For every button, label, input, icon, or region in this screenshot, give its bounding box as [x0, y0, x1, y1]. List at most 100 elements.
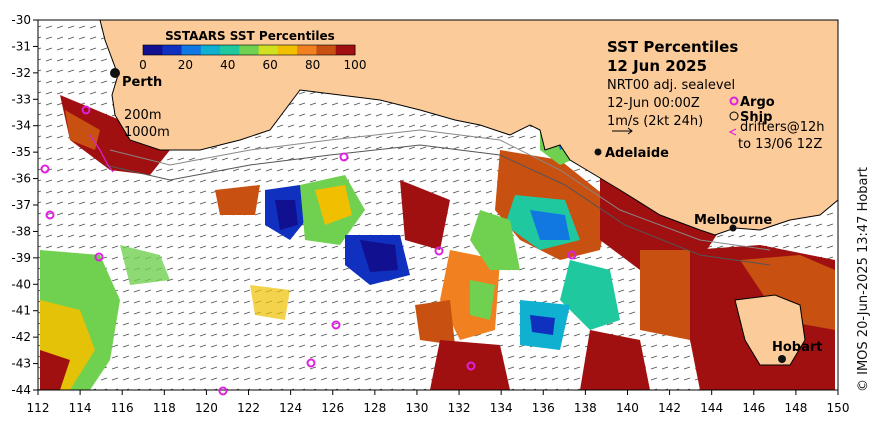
x-tick-label: 136: [532, 401, 555, 415]
contour-200m: [109, 129, 771, 251]
x-tick-label: 150: [827, 401, 850, 415]
y-tick-label: -38: [11, 224, 31, 238]
argo-float: [81, 105, 91, 115]
city-perth: Perth: [122, 75, 162, 90]
y-tick-label: -32: [11, 66, 31, 80]
y-tick-label: -39: [11, 251, 31, 265]
x-tick-label: 122: [237, 401, 260, 415]
velocity-scale: 1m/s (2kt 24h): [607, 114, 703, 129]
legend-title: SSTAARS SST Percentiles: [165, 29, 335, 43]
y-tick-label: -44: [11, 383, 31, 397]
drifters-label: drifters@12h: [740, 120, 825, 135]
y-tick-label: -34: [11, 119, 31, 133]
legend-tick-label: 100: [344, 58, 367, 72]
x-tick-label: 138: [574, 401, 597, 415]
x-tick-label: 116: [111, 401, 134, 415]
legend-swatch: [335, 45, 356, 55]
argo-float: [40, 164, 50, 174]
city-dot-hobart: [778, 355, 786, 363]
contour-label-200m: 200m: [124, 108, 161, 123]
x-tick-label: 146: [742, 401, 765, 415]
legend-tick-label: 60: [263, 58, 278, 72]
map-date: 12 Jun 2025: [607, 57, 707, 75]
map-plot-area: [38, 20, 838, 390]
legend-swatch: [162, 45, 183, 55]
y-tick-label: -40: [11, 277, 31, 291]
y-tick-label: -35: [11, 145, 31, 159]
city-adelaide: Adelaide: [605, 146, 669, 161]
velocity-scale-arrow: [612, 127, 633, 135]
x-tick-label: 144: [700, 401, 723, 415]
argo-float: [218, 386, 228, 396]
argo-label: Argo: [740, 95, 775, 110]
contour-label-1000m: 1000m: [124, 125, 170, 140]
x-tick-label: 128: [363, 401, 386, 415]
legend-color-bar: [142, 44, 356, 56]
legend-swatch: [297, 45, 317, 55]
legend-tick-label: 40: [220, 58, 235, 72]
contour-1000m: [104, 144, 771, 266]
x-tick-label: 118: [153, 401, 176, 415]
y-tick-label: -36: [11, 172, 31, 186]
city-hobart: Hobart: [772, 340, 823, 355]
argo-float: [331, 320, 341, 330]
x-tick-label: 130: [405, 401, 428, 415]
city-melbourne: Melbourne: [694, 213, 772, 228]
x-tick-label: 112: [27, 401, 50, 415]
drifter-marker-icon: [728, 128, 737, 136]
map-time: 12-Jun 00:00Z: [607, 96, 700, 111]
x-tick-label: 134: [490, 401, 513, 415]
city-dot-melbourne: [729, 224, 737, 232]
argo-float: [45, 210, 55, 220]
city-dot-adelaide: [594, 148, 602, 156]
y-tick-label: -31: [11, 39, 31, 53]
ship-label: Ship: [740, 110, 772, 125]
australia-landmass: [38, 20, 838, 236]
argo-float: [434, 246, 444, 256]
drifter-track: [89, 134, 114, 173]
legend-swatch: [143, 45, 163, 55]
argo-float: [94, 252, 104, 262]
map-title: SST Percentiles: [607, 38, 738, 56]
y-tick-label: -41: [11, 304, 31, 318]
x-tick-label: 120: [195, 401, 218, 415]
argo-float: [466, 361, 476, 371]
map-subtitle: NRT00 adj. sealevel: [607, 78, 735, 93]
argo-float: [306, 358, 316, 368]
y-tick-label: -30: [11, 13, 31, 27]
y-tick-label: -37: [11, 198, 31, 212]
x-tick-label: 124: [279, 401, 302, 415]
legend-swatch: [200, 45, 221, 55]
city-dot-perth: [110, 68, 120, 78]
legend-swatch: [277, 45, 298, 55]
x-tick-label: 126: [321, 401, 344, 415]
legend-bar-border: [142, 44, 356, 56]
legend-ticks: 0 20 40 60 80 100: [139, 58, 366, 72]
legend-swatch: [220, 45, 240, 55]
drifters-period: to 13/06 12Z: [738, 137, 822, 152]
argo-float: [567, 250, 577, 260]
y-axis: -30 -31 -32 -33 -34 -35 -36 -37 -38 -39 -40 -41 -42 -…: [11, 13, 38, 397]
legend-swatch: [181, 45, 202, 55]
legend-tick-label: 80: [305, 58, 320, 72]
x-tick-label: 148: [784, 401, 807, 415]
legend-swatch: [258, 45, 279, 55]
legend-tick-label: 0: [139, 58, 147, 72]
x-tick-label: 114: [69, 401, 92, 415]
ship-marker-icon: [729, 111, 739, 121]
argo-floats: [40, 105, 577, 396]
y-tick-label: -33: [11, 92, 31, 106]
legend-swatch: [239, 45, 260, 55]
legend-tick-label: 20: [178, 58, 193, 72]
copyright-credit: © IMOS 20-Jun-2025 13:47 Hobart: [856, 167, 871, 392]
x-tick-label: 142: [658, 401, 681, 415]
tasmania: [734, 294, 806, 366]
argo-marker-icon: [729, 96, 739, 106]
y-tick-label: -43: [11, 357, 31, 371]
legend-swatch: [316, 45, 337, 55]
x-tick-label: 132: [448, 401, 471, 415]
legend: SSTAARS SST Percentiles 0 20 40 60 80 100: [139, 29, 366, 72]
x-tick-label: 140: [616, 401, 639, 415]
argo-float: [339, 152, 349, 162]
